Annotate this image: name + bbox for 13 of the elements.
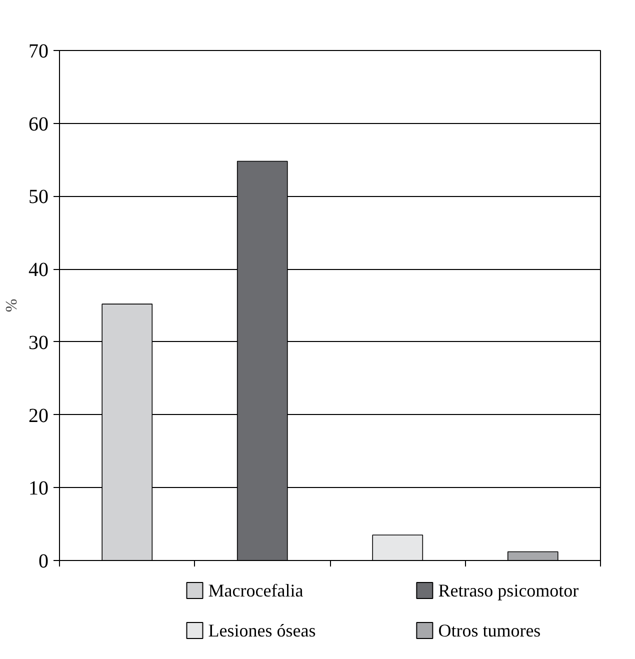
legend-label: Retraso psicomotor	[438, 580, 579, 600]
legend-label: Macrocefalia	[208, 580, 304, 600]
y-tick-label: 0	[38, 550, 48, 572]
y-tick-label: 60	[28, 113, 48, 136]
y-tick-label: 40	[28, 259, 48, 282]
legend-label: Otros tumores	[438, 620, 541, 640]
y-axis-title: %	[4, 298, 20, 312]
y-tick-label: 70	[28, 40, 48, 62]
y-tick-label: 20	[28, 404, 48, 427]
y-tick-label: 30	[28, 332, 48, 354]
y-tick-label: 10	[28, 478, 48, 500]
y-tick-label: 50	[28, 186, 48, 208]
legend-label: Lesiones óseas	[208, 620, 316, 640]
